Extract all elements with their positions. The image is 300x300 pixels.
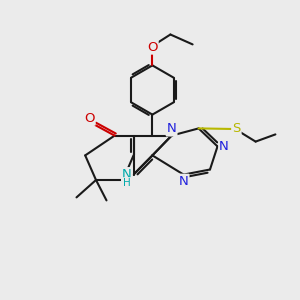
Text: O: O [84,112,95,125]
Text: N: N [167,122,176,136]
Text: O: O [147,40,158,54]
Text: N: N [179,175,188,188]
Text: N: N [219,140,229,153]
Text: H: H [123,178,131,188]
Text: S: S [232,122,241,135]
Text: N: N [122,168,132,181]
